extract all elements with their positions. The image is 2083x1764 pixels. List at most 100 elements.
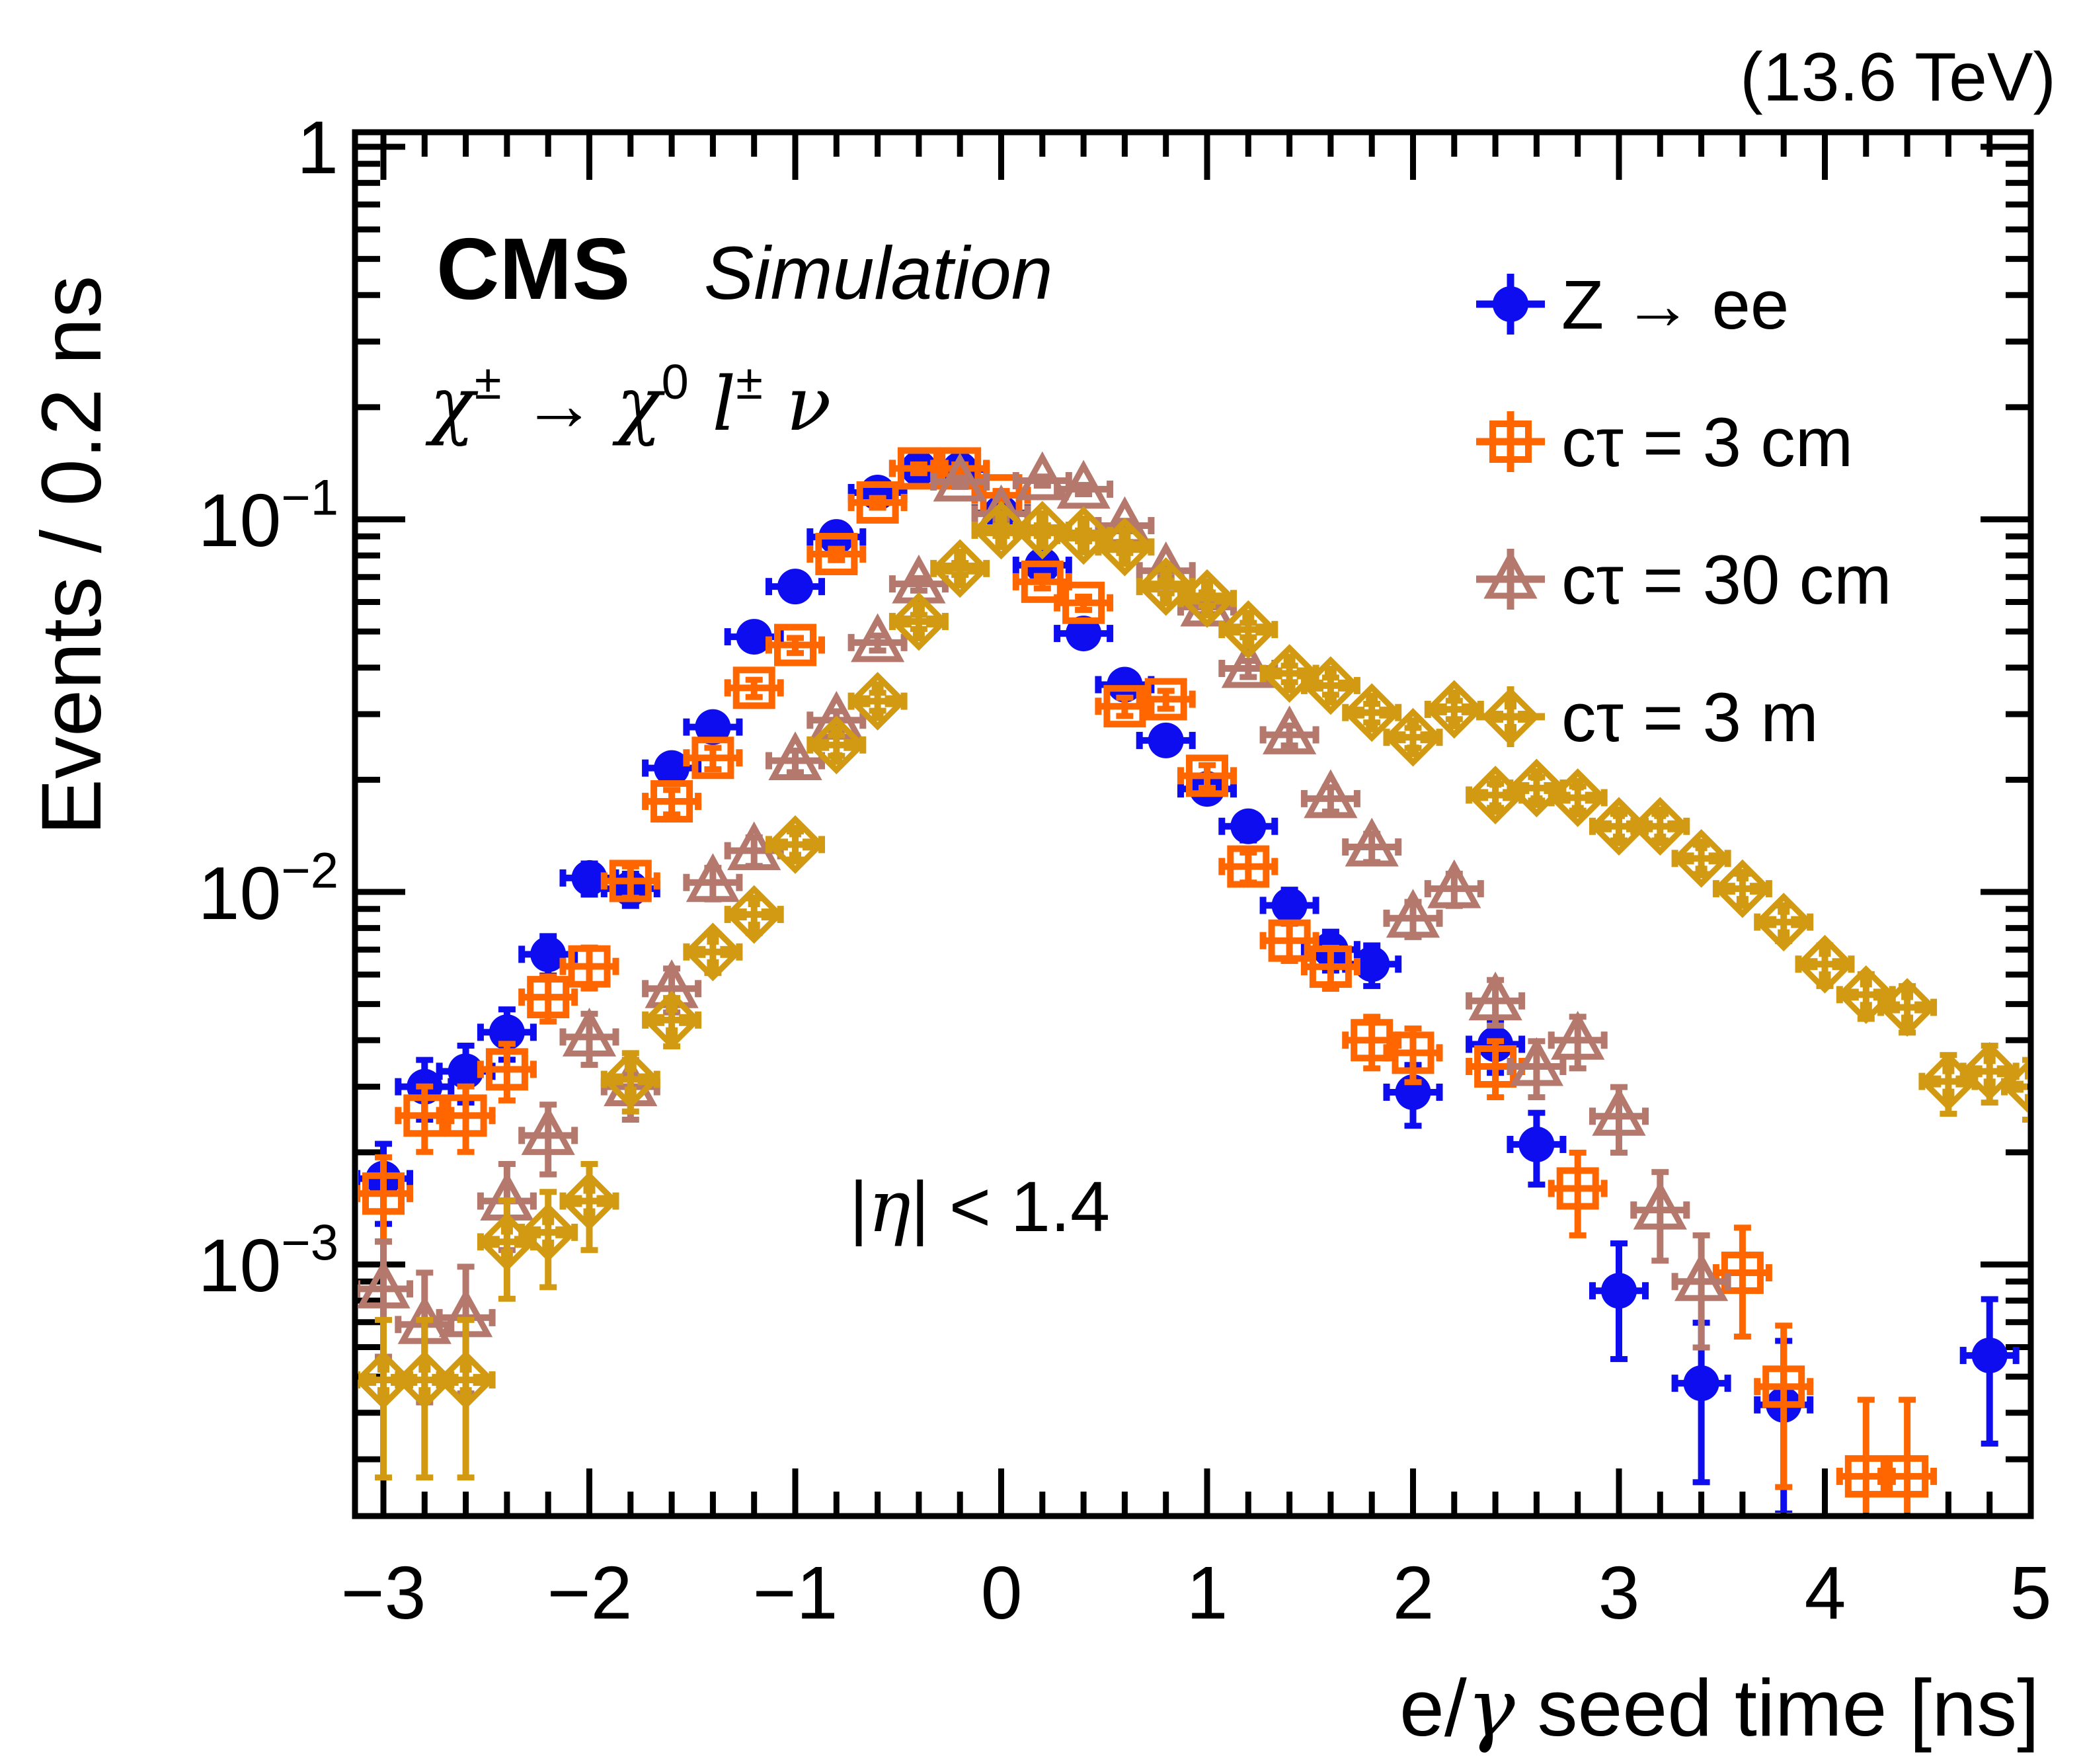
error-bar-cap bbox=[1857, 971, 1875, 977]
bin-width-cap bbox=[1353, 789, 1360, 807]
marker-diamond-arm bbox=[925, 615, 939, 627]
bin-width-cap bbox=[1271, 858, 1278, 875]
error-bar-cap bbox=[787, 650, 804, 657]
marker-diamond-arm bbox=[1132, 541, 1145, 553]
marker-diamond bbox=[1795, 934, 1854, 994]
bin-width-cap bbox=[1054, 594, 1061, 612]
error-bar-cap bbox=[1404, 1079, 1422, 1086]
marker-diamond-arm bbox=[1448, 689, 1460, 702]
error-bar-cap bbox=[869, 647, 886, 654]
marker-diamond-arm bbox=[1530, 768, 1543, 781]
error-bar-cap bbox=[1033, 473, 1051, 480]
error-bar-cap bbox=[2022, 1116, 2027, 1123]
marker-diamond-arm bbox=[1064, 529, 1077, 541]
marker-diamond-arm bbox=[1983, 1051, 1996, 1064]
bin-width-cap bbox=[1012, 556, 1019, 574]
marker-diamond-arm bbox=[1571, 778, 1584, 791]
bin-width-cap bbox=[736, 718, 743, 736]
bin-width-cap bbox=[559, 957, 567, 975]
bin-width-cap bbox=[1436, 1083, 1443, 1101]
marker-diamond-arm bbox=[500, 1249, 513, 1262]
error-bar-cap bbox=[416, 1083, 434, 1090]
bin-width-cap bbox=[1712, 1264, 1719, 1282]
error-bar-cap bbox=[1733, 1334, 1751, 1340]
marker-triangle bbox=[1483, 549, 1538, 599]
marker-square bbox=[650, 780, 693, 823]
marker-diamond-arm bbox=[693, 945, 706, 958]
marker-diamond bbox=[1177, 569, 1237, 628]
bin-width-cap bbox=[1024, 505, 1031, 523]
bin-width-cap bbox=[1765, 1264, 1772, 1282]
marker-diamond-arm bbox=[1613, 806, 1625, 819]
marker-square bbox=[1062, 581, 1105, 624]
error-bar-cap bbox=[704, 865, 722, 871]
marker-diamond-arm bbox=[1914, 1001, 1928, 1014]
error-bar-cap bbox=[910, 587, 927, 594]
bin-width-cap bbox=[518, 945, 526, 963]
marker-diamond-arm bbox=[1695, 838, 1708, 852]
error-bar-cap bbox=[1404, 899, 1422, 905]
eta-annotation: |η| < 1.4 bbox=[849, 1166, 1110, 1248]
error-bar-cap bbox=[910, 461, 927, 467]
error-bar-cap bbox=[1075, 527, 1093, 534]
bin-width-cap bbox=[1559, 1135, 1567, 1153]
error-bar-cap bbox=[498, 1097, 516, 1103]
marker-square bbox=[1489, 421, 1532, 463]
bin-width-cap bbox=[559, 869, 567, 887]
bin-width-cap bbox=[1600, 1180, 1608, 1197]
marker-circle bbox=[489, 1014, 525, 1051]
marker-circle bbox=[654, 750, 690, 786]
bin-width-cap bbox=[1877, 1467, 1885, 1485]
marker-diamond-arm bbox=[1242, 610, 1255, 623]
error-bar-cap bbox=[1692, 1232, 1710, 1238]
marker-diamond-arm bbox=[1036, 537, 1048, 550]
marker-diamond bbox=[1218, 600, 1278, 659]
error-bar-cap bbox=[457, 1474, 475, 1481]
marker-diamond bbox=[806, 715, 866, 775]
marker-diamond-arm bbox=[775, 838, 788, 851]
marker-diamond-arm bbox=[652, 1014, 665, 1026]
marker-diamond-arm bbox=[1805, 958, 1818, 971]
marker-diamond-arm bbox=[1640, 820, 1653, 832]
bin-width-cap bbox=[1548, 1031, 1555, 1049]
marker-diamond-arm bbox=[748, 895, 760, 908]
error-bar-cap bbox=[1733, 1224, 1751, 1231]
error-bar-cap bbox=[1075, 606, 1093, 613]
bin-width-cap bbox=[859, 545, 867, 563]
error-bar-cap bbox=[621, 1116, 639, 1123]
marker-diamond-arm bbox=[377, 1387, 389, 1400]
y-tick-label-1e-3: 10−3 bbox=[198, 1215, 338, 1307]
marker-diamond bbox=[1630, 797, 1690, 856]
error-bar-cap bbox=[1610, 1356, 1628, 1363]
error-bar-cap bbox=[498, 1006, 516, 1013]
marker-circle bbox=[1107, 666, 1143, 703]
bin-width-cap bbox=[2012, 1347, 2020, 1365]
error-bar-cap bbox=[1404, 1123, 1422, 1129]
error-bar-cap bbox=[704, 744, 722, 751]
marker-circle bbox=[530, 936, 567, 973]
error-bar-cap bbox=[1033, 573, 1051, 579]
x-tick-label: 0 bbox=[981, 1551, 1023, 1634]
error-bar-cap bbox=[951, 572, 969, 579]
marker-diamond-arm bbox=[596, 1195, 609, 1207]
bin-width-cap bbox=[2054, 1078, 2061, 1096]
bin-width-cap bbox=[1589, 1282, 1596, 1300]
marker-diamond-arm bbox=[1352, 706, 1365, 719]
bin-width-cap bbox=[1507, 1058, 1514, 1076]
error-bar-cap bbox=[1445, 871, 1463, 877]
bin-width-cap bbox=[683, 718, 690, 736]
marker-diamond-arm bbox=[1119, 554, 1131, 567]
marker-diamond bbox=[930, 539, 990, 598]
bin-width-cap bbox=[900, 483, 908, 501]
marker-diamond-arm bbox=[1173, 581, 1186, 593]
error-bar-cap bbox=[539, 1018, 557, 1025]
marker-diamond-arm bbox=[1736, 869, 1749, 882]
bin-width-cap bbox=[1107, 480, 1114, 498]
bin-width-cap bbox=[1300, 958, 1308, 976]
bin-width-cap bbox=[1807, 1396, 1814, 1414]
marker-diamond-arm bbox=[473, 1374, 486, 1386]
marker-diamond-arm bbox=[1296, 667, 1310, 680]
error-bar-cap bbox=[1899, 1396, 1916, 1403]
marker-diamond-arm bbox=[789, 852, 801, 865]
marker-diamond-arm bbox=[1366, 719, 1378, 733]
